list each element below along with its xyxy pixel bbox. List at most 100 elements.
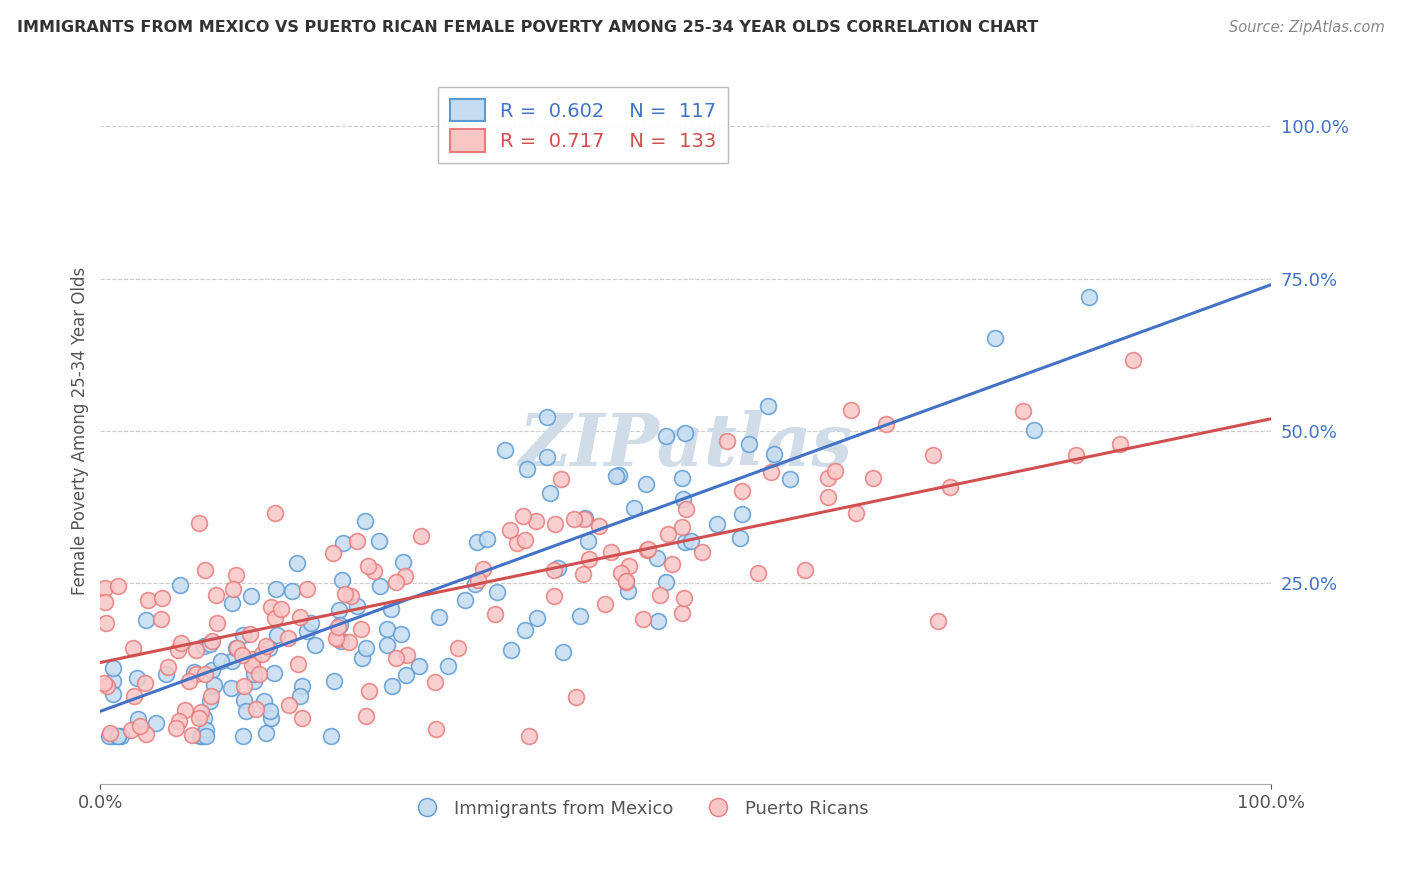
Point [817, 471, 839, 485]
Point [675, 501, 697, 516]
Point [198, 694, 221, 708]
Point [599, 545, 621, 559]
Point [329, 618, 352, 632]
Point [270, 602, 292, 616]
Point [127, 671, 149, 685]
Point [692, 545, 714, 559]
Point [515, 623, 537, 637]
Point [524, 514, 547, 528]
Point [673, 425, 696, 440]
Point [96, 615, 118, 630]
Point [617, 559, 640, 574]
Point [322, 673, 344, 688]
Point [93, 581, 115, 595]
Point [281, 583, 304, 598]
Point [512, 508, 534, 523]
Point [260, 600, 283, 615]
Point [254, 640, 277, 654]
Point [136, 592, 159, 607]
Point [731, 508, 754, 522]
Point [350, 623, 373, 637]
Point [239, 589, 262, 603]
Point [447, 641, 470, 656]
Point [536, 410, 558, 425]
Point [169, 578, 191, 592]
Point [647, 614, 669, 628]
Point [862, 471, 884, 485]
Point [201, 633, 224, 648]
Point [1024, 423, 1046, 437]
Point [939, 481, 962, 495]
Point [359, 684, 381, 698]
Point [264, 506, 287, 520]
Point [330, 574, 353, 588]
Point [346, 599, 368, 613]
Point [194, 666, 217, 681]
Point [337, 635, 360, 649]
Point [983, 331, 1005, 345]
Point [593, 597, 616, 611]
Point [328, 603, 350, 617]
Point [671, 471, 693, 485]
Point [295, 624, 318, 638]
Point [322, 546, 344, 560]
Point [506, 535, 529, 549]
Point [94, 595, 117, 609]
Point [288, 610, 311, 624]
Point [98, 725, 121, 739]
Point [107, 729, 129, 743]
Point [285, 556, 308, 570]
Point [409, 529, 432, 543]
Point [927, 614, 949, 628]
Point [389, 627, 412, 641]
Point [572, 567, 595, 582]
Point [122, 641, 145, 656]
Point [1012, 404, 1035, 418]
Point [291, 679, 314, 693]
Point [120, 723, 142, 737]
Point [472, 562, 495, 576]
Point [467, 573, 489, 587]
Point [631, 612, 654, 626]
Point [465, 534, 488, 549]
Point [187, 711, 209, 725]
Point [277, 698, 299, 713]
Point [375, 622, 398, 636]
Point [332, 536, 354, 550]
Point [381, 679, 404, 693]
Point [543, 563, 565, 577]
Point [392, 555, 415, 569]
Point [738, 437, 761, 451]
Y-axis label: Female Poverty Among 25-34 Year Olds: Female Poverty Among 25-34 Year Olds [72, 267, 89, 595]
Point [243, 667, 266, 681]
Point [340, 589, 363, 603]
Text: IMMIGRANTS FROM MEXICO VS PUERTO RICAN FEMALE POVERTY AMONG 25-34 YEAR OLDS CORR: IMMIGRANTS FROM MEXICO VS PUERTO RICAN F… [17, 20, 1038, 35]
Point [475, 533, 498, 547]
Point [198, 637, 221, 651]
Point [543, 589, 565, 603]
Point [253, 694, 276, 708]
Point [326, 632, 349, 646]
Point [193, 711, 215, 725]
Point [219, 681, 242, 696]
Point [222, 582, 245, 596]
Point [194, 723, 217, 737]
Point [299, 615, 322, 630]
Point [135, 726, 157, 740]
Point [254, 726, 277, 740]
Point [614, 574, 637, 589]
Point [135, 613, 157, 627]
Point [408, 658, 430, 673]
Point [363, 565, 385, 579]
Point [515, 533, 537, 547]
Point [193, 639, 215, 653]
Text: ZIPatlas: ZIPatlas [519, 409, 853, 481]
Point [209, 654, 232, 668]
Point [875, 417, 897, 431]
Point [562, 512, 585, 526]
Point [179, 673, 201, 688]
Point [485, 585, 508, 599]
Point [333, 587, 356, 601]
Point [231, 648, 253, 662]
Point [232, 680, 254, 694]
